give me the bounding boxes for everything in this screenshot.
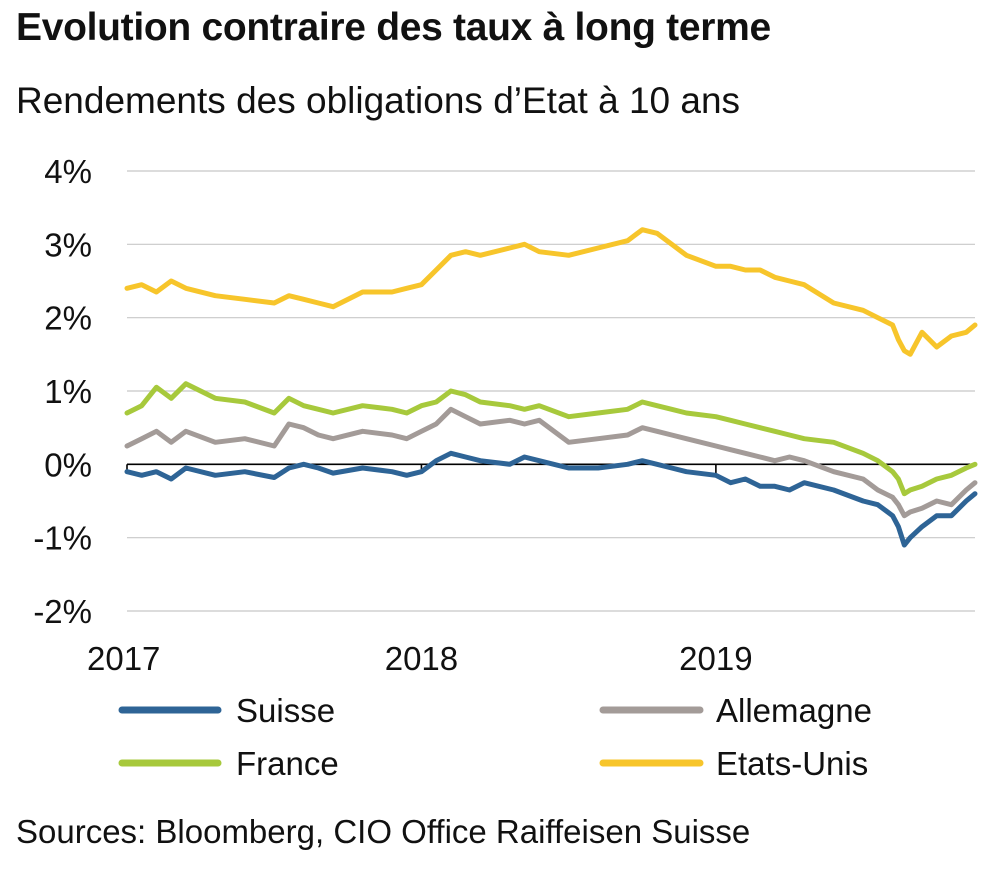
chart-title: Evolution contraire des taux à long term… — [16, 6, 771, 49]
legend-label-etats-unis: Etats-Unis — [716, 745, 868, 782]
y-tick-label: 3% — [44, 226, 92, 263]
series-lines — [124, 227, 978, 548]
series-line-suisse — [124, 450, 978, 548]
y-tick-label: 4% — [44, 153, 92, 190]
chart-subtitle: Rendements des obligations d’Etat à 10 a… — [16, 80, 741, 121]
grid-lines — [127, 170, 975, 612]
x-tick-label: 2019 — [679, 640, 752, 677]
legend-label-suisse: Suisse — [236, 692, 335, 729]
legend: Suisse Allemagne France Etats-Unis — [118, 692, 872, 782]
y-tick-label: 2% — [44, 300, 92, 337]
series-line-etats-unis — [124, 227, 978, 357]
y-tick-labels: -2% -1% 0% 1% 2% 3% 4% — [33, 153, 92, 630]
y-tick-label: 1% — [44, 373, 92, 410]
legend-label-allemagne: Allemagne — [716, 692, 872, 729]
legend-label-france: France — [236, 745, 339, 782]
y-tick-label: -2% — [33, 593, 92, 630]
series-line-france — [124, 381, 978, 497]
x-tick-labels: 2017 2018 2019 — [87, 640, 753, 677]
source-note: Sources: Bloomberg, CIO Office Raiffeise… — [16, 813, 751, 850]
x-tick-label: 2018 — [385, 640, 458, 677]
x-tick-label: 2017 — [87, 640, 160, 677]
y-tick-label: 0% — [44, 446, 92, 483]
y-tick-label: -1% — [33, 520, 92, 557]
line-chart: -2% -1% 0% 1% 2% 3% 4% 2017 2018 2019 Suisse Alle… — [33, 153, 978, 782]
series-line-allemagne — [124, 406, 978, 519]
